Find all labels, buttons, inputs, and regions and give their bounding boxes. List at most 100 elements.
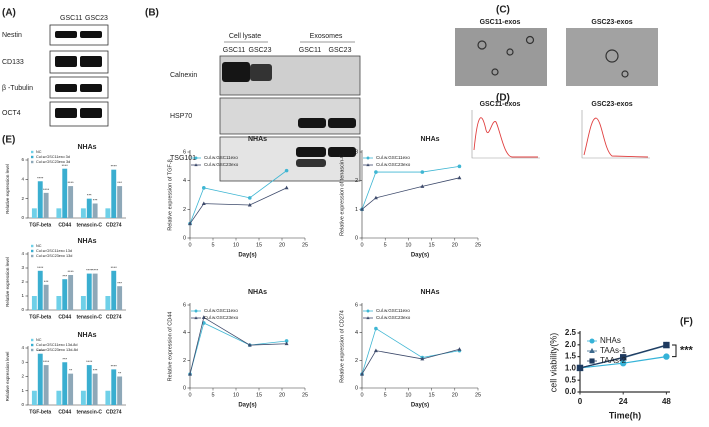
significance-label: *** <box>87 193 92 198</box>
marker <box>284 185 289 190</box>
nta-plot <box>471 110 650 159</box>
marker <box>201 201 206 206</box>
significance-label: ** <box>69 368 73 373</box>
y-tick-label: 4 <box>355 330 358 336</box>
marker <box>620 354 627 361</box>
significance-label: *** <box>44 279 49 284</box>
bar <box>62 362 68 405</box>
column-label: GSC23 <box>249 47 272 54</box>
y-tick-label: 0 <box>355 235 358 241</box>
chart-title: NHAs <box>248 136 267 143</box>
significance-label: *** <box>117 180 122 185</box>
bar <box>92 203 98 218</box>
panel-label: (D) <box>496 93 510 104</box>
legend-marker <box>366 163 370 167</box>
significance-label: **** <box>68 269 75 274</box>
column-label: GSC11 <box>299 47 322 54</box>
bar <box>86 198 92 218</box>
x-tick-label: 0 <box>188 242 191 248</box>
blot-band <box>55 31 102 118</box>
bar <box>111 369 117 405</box>
significance-label: *** <box>62 273 67 278</box>
marker <box>284 341 289 346</box>
line <box>189 170 287 224</box>
legend-label: Cul.w.GSC23exo <box>376 315 411 320</box>
x-tick-label: 25 <box>302 392 308 398</box>
bar <box>92 273 98 310</box>
x-tick-label: 48 <box>662 397 671 406</box>
x-tick-label: 20 <box>279 242 285 248</box>
marker <box>663 353 670 360</box>
group-label: Cell lysate <box>229 33 261 40</box>
x-tick-label: 0 <box>578 397 583 406</box>
legend-label: NC <box>36 244 42 248</box>
legend-label: Cul.w.GSC11exo <box>204 308 238 313</box>
y-tick-label: 6 <box>183 149 186 155</box>
significance-label: **** <box>68 180 75 185</box>
legend-label: NHAs <box>600 336 621 345</box>
y-tick-label: 2 <box>355 358 358 364</box>
x-tick-label: CD44 <box>58 314 71 320</box>
column-label: GSC23 <box>85 15 108 22</box>
y-tick-label: 0.0 <box>565 387 577 396</box>
legend-swatch <box>31 343 34 347</box>
y-tick-label: 3 <box>21 359 24 364</box>
bar <box>31 296 37 310</box>
y-tick-label: 0 <box>355 385 358 391</box>
x-tick-label: 15 <box>256 242 262 248</box>
marker <box>457 164 462 169</box>
bar <box>68 373 74 405</box>
y-tick-label: 0 <box>183 235 186 241</box>
significance-label: **** <box>37 175 44 180</box>
y-tick-label: 0 <box>21 215 24 220</box>
significance-label: **** <box>37 348 44 353</box>
significance-label: **** <box>37 265 44 270</box>
legend-swatch <box>31 244 34 248</box>
significance-label: *** <box>93 368 98 373</box>
significance-label: **** <box>86 359 93 364</box>
plot-title: GSC23-exos <box>591 101 632 108</box>
marker <box>457 175 462 180</box>
legend-marker <box>194 156 198 160</box>
row-label: Calnexin <box>170 72 197 79</box>
marker <box>360 207 364 211</box>
marker <box>188 221 192 226</box>
marker <box>457 347 462 351</box>
marker <box>202 186 206 190</box>
column-label: GSC11 <box>223 47 246 54</box>
western-blot <box>49 24 109 127</box>
marker <box>420 356 425 361</box>
bar <box>37 270 43 310</box>
significance-label: **** <box>92 268 99 273</box>
y-tick-label: 2 <box>21 196 24 201</box>
bar <box>43 365 49 405</box>
x-axis-label: Day(s) <box>238 253 256 259</box>
legend-marker <box>366 309 370 313</box>
y-axis-label: Relative expression of CD44 <box>167 312 173 382</box>
panel-label: (C) <box>496 5 510 16</box>
x-tick-label: TGF-beta <box>29 409 51 415</box>
legend-label: Cul.w.GSC11exo 13d <box>36 249 72 253</box>
line <box>361 177 460 210</box>
marker <box>420 184 425 188</box>
bar <box>56 390 62 405</box>
legend-swatch <box>31 155 34 159</box>
legend-marker <box>194 316 198 320</box>
chart-title: NHAs <box>77 238 96 245</box>
legend-marker <box>589 347 595 354</box>
marker <box>373 348 378 353</box>
bar <box>80 296 86 310</box>
x-tick-label: TGF-beta <box>29 222 51 228</box>
y-tick-label: 4 <box>21 177 24 182</box>
legend-marker <box>589 338 595 344</box>
significance-label: **** <box>86 268 93 273</box>
bar <box>62 279 68 310</box>
panel-label: (E) <box>2 135 15 146</box>
row-label: HSP70 <box>170 113 192 120</box>
x-tick-label: 10 <box>233 392 239 398</box>
x-tick-label: 10 <box>233 242 239 248</box>
y-tick-label: 2.5 <box>565 328 577 337</box>
y-tick-label: 2 <box>21 279 24 284</box>
x-tick-label: 20 <box>452 242 458 248</box>
y-tick-label: 0 <box>21 402 24 407</box>
